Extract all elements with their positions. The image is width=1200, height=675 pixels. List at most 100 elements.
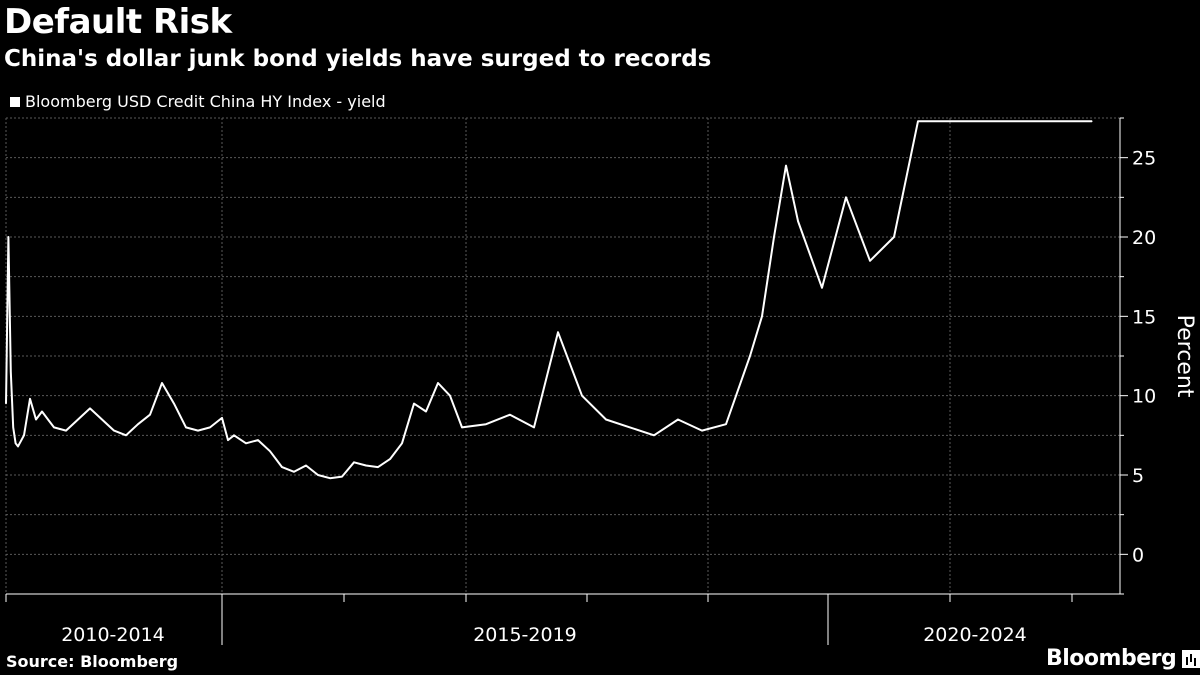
chart-title: Default Risk (4, 2, 232, 42)
data-point (341, 476, 343, 478)
data-point (965, 120, 967, 122)
data-point (413, 403, 415, 405)
data-point (101, 418, 103, 421)
data-point (275, 458, 277, 460)
data-point (305, 464, 307, 467)
data-point (125, 434, 127, 436)
data-point (173, 403, 175, 405)
data-point (23, 434, 25, 436)
data-point (425, 410, 427, 413)
data-point (677, 418, 679, 421)
data-point (797, 220, 799, 222)
data-point (629, 426, 631, 428)
data-point (41, 410, 43, 413)
chart-subtitle: China's dollar junk bond yields have sur… (4, 46, 712, 72)
x-period-label: 2020-2024 (923, 624, 1027, 646)
data-point (281, 466, 283, 468)
data-point (7, 236, 9, 238)
data-point (461, 426, 463, 428)
brand-logo: Bloomberg (1046, 646, 1200, 671)
data-point (653, 434, 655, 436)
data-point (749, 355, 751, 357)
data-point (701, 430, 703, 432)
data-point (605, 418, 607, 421)
series-line (5, 120, 1092, 480)
data-point (485, 423, 487, 425)
data-point (197, 430, 199, 432)
data-point (389, 458, 391, 460)
x-period-label: 2015-2019 (473, 624, 577, 646)
data-point (893, 236, 895, 238)
brand-name: Bloomberg (1046, 646, 1177, 671)
data-point (1073, 120, 1075, 122)
y-tick-label: 15 (1132, 306, 1156, 328)
data-point (1085, 120, 1087, 122)
data-point (53, 426, 55, 428)
data-point (941, 120, 943, 122)
data-point (257, 439, 259, 441)
data-point (161, 382, 163, 384)
data-point (845, 196, 847, 198)
data-point (89, 407, 91, 409)
data-point (869, 260, 871, 262)
data-point (293, 471, 295, 473)
chart-icon (1182, 649, 1200, 668)
data-point (17, 445, 19, 447)
data-point (1049, 120, 1051, 122)
data-point (269, 450, 271, 452)
data-point (245, 442, 247, 444)
legend-swatch (10, 96, 20, 107)
data-point (29, 398, 31, 400)
data-point (15, 442, 17, 444)
data-point (221, 417, 223, 419)
data-point (65, 430, 67, 432)
data-point (917, 120, 919, 122)
data-point (5, 403, 7, 405)
data-point (10, 371, 12, 373)
data-point (353, 461, 355, 463)
data-point (149, 414, 151, 416)
y-tick-label: 10 (1132, 386, 1156, 408)
y-axis-label: Percent (1172, 315, 1197, 398)
data-point (509, 414, 511, 416)
y-tick-label: 25 (1132, 148, 1156, 170)
x-period-label: 2010-2014 (61, 624, 165, 646)
data-point (35, 418, 37, 421)
data-point (401, 442, 403, 444)
data-point (365, 464, 367, 467)
data-point (209, 426, 211, 428)
data-point (77, 418, 79, 421)
data-point (317, 474, 319, 476)
data-point (113, 430, 115, 432)
data-point (449, 395, 451, 397)
data-point (137, 423, 139, 425)
data-point (437, 382, 439, 384)
data-point (773, 236, 775, 238)
data-point (185, 426, 187, 428)
data-point (1013, 120, 1015, 122)
legend: Bloomberg USD Credit China HY Index - yi… (10, 92, 386, 111)
data-point (12, 426, 14, 428)
data-point (1061, 120, 1063, 122)
data-point (1091, 120, 1093, 122)
data-point (227, 439, 229, 441)
y-tick-label: 5 (1132, 465, 1144, 487)
legend-label: Bloomberg USD Credit China HY Index - yi… (25, 92, 386, 111)
data-point (989, 120, 991, 122)
data-point (821, 287, 823, 289)
y-tick-label: 20 (1132, 227, 1156, 249)
y-tick-label: 0 (1132, 544, 1144, 566)
data-point (1037, 120, 1039, 122)
data-point (725, 423, 727, 425)
source-note: Source: Bloomberg (6, 652, 179, 671)
data-point (557, 331, 559, 333)
data-point (785, 165, 787, 167)
data-point (377, 466, 379, 468)
data-point (761, 315, 763, 317)
data-point (329, 477, 331, 479)
data-point (533, 426, 535, 428)
data-point (233, 434, 235, 436)
data-point (581, 395, 583, 397)
data-point (47, 418, 49, 421)
